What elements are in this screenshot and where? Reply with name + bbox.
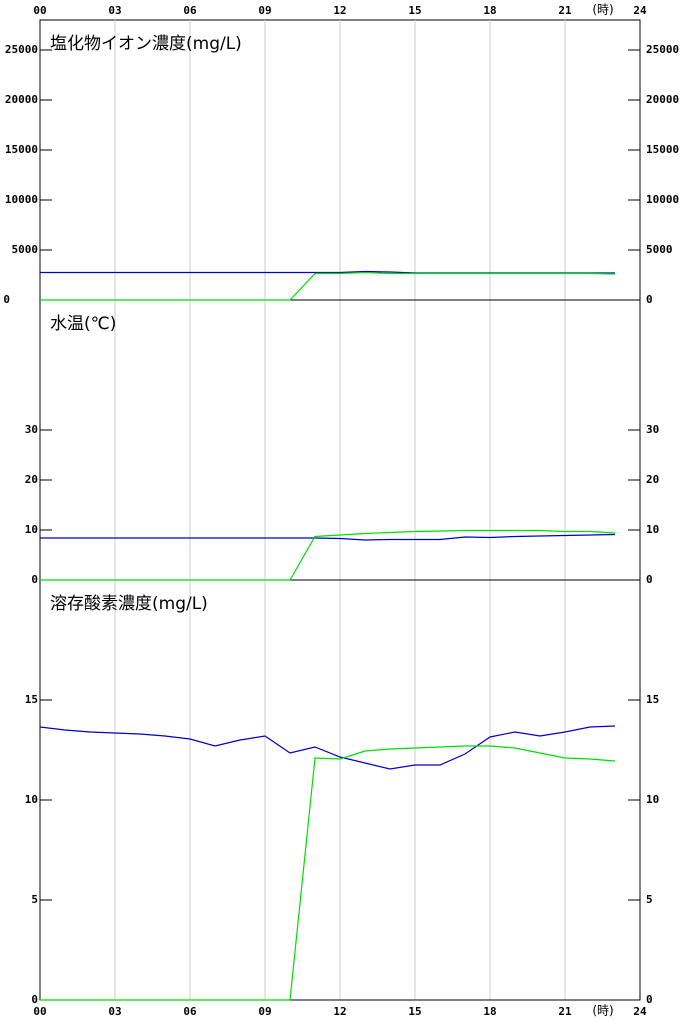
- y-tick-label: 15: [646, 693, 659, 706]
- x-tick-label: 21: [558, 4, 572, 17]
- y-tick-label: 10000: [5, 193, 38, 206]
- y-tick-label: 20000: [5, 93, 38, 106]
- x-tick-label: 09: [258, 4, 271, 17]
- x-tick-label: 24: [633, 1005, 647, 1018]
- y-tick-label: 25000: [5, 43, 38, 56]
- x-tick-label: 24: [633, 4, 647, 17]
- y-tick-label: 30: [25, 423, 38, 436]
- y-tick-label: 15000: [646, 143, 679, 156]
- y-tick-label: 20: [646, 473, 659, 486]
- x-tick-label: 21: [558, 1005, 572, 1018]
- data-line: [40, 745, 616, 1001]
- y-tick-label: 10: [25, 523, 38, 536]
- y-tick-label: 5: [646, 893, 653, 906]
- x-axis-label: (時): [592, 1004, 613, 1018]
- y-tick-label: 5000: [12, 243, 39, 256]
- x-tick-label: 03: [108, 1005, 121, 1018]
- y-tick-label: 10000: [646, 193, 679, 206]
- y-tick-label: 25000: [646, 43, 679, 56]
- x-tick-label: 15: [408, 1005, 421, 1018]
- x-tick-label: 00: [33, 1005, 46, 1018]
- x-tick-label: 15: [408, 4, 421, 17]
- y-tick-label: 10: [25, 793, 38, 806]
- x-tick-label: 06: [183, 4, 197, 17]
- y-tick-label: 15: [25, 693, 38, 706]
- y-tick-label: 0: [3, 293, 10, 306]
- y-tick-label: 0: [646, 573, 653, 586]
- x-tick-label: 18: [483, 1005, 496, 1018]
- y-tick-label: 0: [646, 993, 653, 1006]
- data-line: [40, 533, 616, 541]
- data-line: [39, 725, 616, 770]
- data-line: [40, 529, 616, 581]
- y-tick-label: 5: [31, 893, 38, 906]
- x-tick-label: 09: [258, 1005, 271, 1018]
- y-tick-label: 0: [31, 993, 38, 1006]
- y-tick-label: 10: [646, 793, 659, 806]
- x-tick-label: 12: [333, 1005, 346, 1018]
- panel-title: 塩化物イオン濃度(mg/L): [50, 34, 242, 54]
- data-line: [40, 271, 616, 301]
- y-tick-label: 20: [25, 473, 38, 486]
- x-tick-label: 00: [33, 4, 46, 17]
- y-tick-label: 15000: [5, 143, 38, 156]
- y-tick-label: 30: [646, 423, 659, 436]
- x-tick-label: 12: [333, 4, 346, 17]
- panel-title: 水温(℃): [50, 314, 116, 334]
- y-tick-label: 10: [646, 523, 659, 536]
- y-tick-label: 0: [646, 293, 653, 306]
- data-line: [40, 270, 615, 274]
- y-tick-label: 20000: [646, 93, 679, 106]
- y-tick-label: 5000: [646, 243, 673, 256]
- x-tick-label: 06: [183, 1005, 197, 1018]
- y-tick-label: 0: [31, 573, 38, 586]
- panel-title: 溶存酸素濃度(mg/L): [50, 594, 208, 614]
- x-axis-label: (時): [592, 3, 613, 17]
- x-tick-label: 18: [483, 4, 496, 17]
- x-tick-label: 03: [108, 4, 121, 17]
